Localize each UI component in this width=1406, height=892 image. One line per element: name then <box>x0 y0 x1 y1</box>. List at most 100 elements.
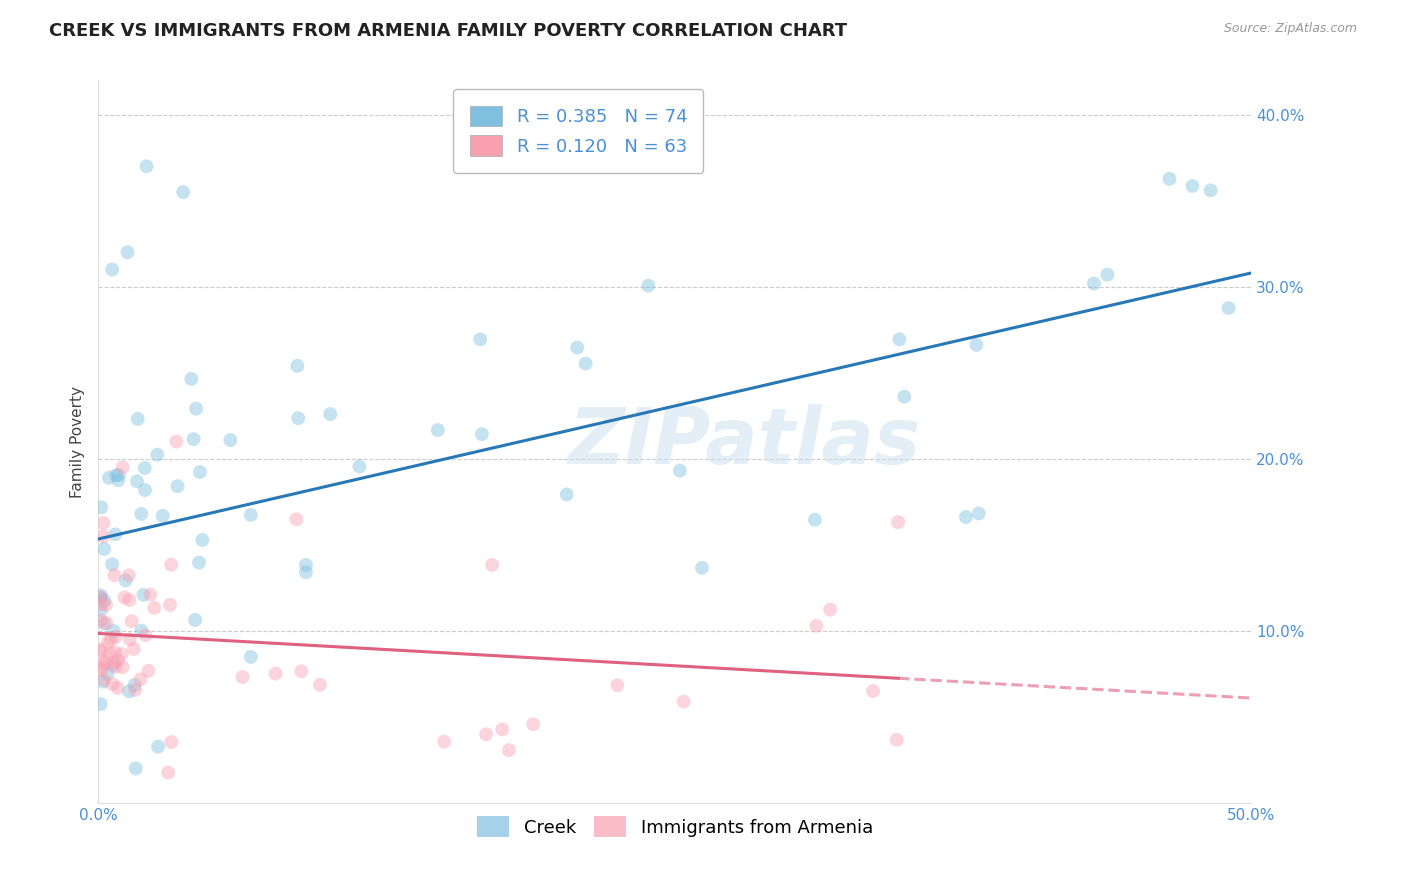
Point <box>104 527 127 541</box>
Point <box>965 338 987 352</box>
Point <box>152 508 174 523</box>
Point <box>131 507 153 521</box>
Point <box>886 732 908 747</box>
Point <box>1181 178 1204 193</box>
Point <box>129 624 152 638</box>
Point <box>118 568 141 582</box>
Point <box>90 588 112 602</box>
Point <box>112 591 135 605</box>
Point <box>94 598 117 612</box>
Point <box>90 591 112 605</box>
Point <box>889 332 911 346</box>
Point <box>134 461 156 475</box>
Point <box>295 566 318 580</box>
Point <box>96 666 118 681</box>
Point <box>567 341 589 355</box>
Point <box>1083 277 1105 291</box>
Point <box>160 735 183 749</box>
Point <box>100 632 122 647</box>
Point <box>103 624 125 638</box>
Point <box>114 574 136 588</box>
Point <box>295 558 318 572</box>
Point <box>104 645 127 659</box>
Point <box>1159 172 1181 186</box>
Point <box>575 357 598 371</box>
Point <box>264 666 287 681</box>
Point <box>188 465 211 479</box>
Point <box>804 513 827 527</box>
Point <box>1199 183 1222 197</box>
Point <box>165 434 187 449</box>
Point <box>104 630 127 644</box>
Point <box>184 613 207 627</box>
Point <box>90 642 112 657</box>
Point <box>349 459 371 474</box>
Point <box>91 529 114 543</box>
Point <box>887 515 910 529</box>
Point <box>637 278 659 293</box>
Point <box>146 448 169 462</box>
Point <box>232 670 254 684</box>
Point <box>172 185 194 199</box>
Point <box>90 697 112 711</box>
Point <box>101 262 124 277</box>
Point <box>121 614 143 628</box>
Point <box>893 390 915 404</box>
Point <box>498 743 520 757</box>
Point <box>98 647 121 661</box>
Point <box>90 614 112 628</box>
Point <box>134 483 156 497</box>
Point <box>1097 268 1119 282</box>
Point <box>285 359 308 373</box>
Point <box>93 593 115 607</box>
Point <box>806 619 828 633</box>
Point <box>90 603 112 617</box>
Point <box>285 512 308 526</box>
Point <box>103 656 125 670</box>
Point <box>98 471 121 485</box>
Point <box>90 591 112 606</box>
Point <box>93 616 115 631</box>
Point <box>132 588 155 602</box>
Point <box>180 372 202 386</box>
Point <box>184 401 207 416</box>
Point <box>101 558 124 572</box>
Text: CREEK VS IMMIGRANTS FROM ARMENIA FAMILY POVERTY CORRELATION CHART: CREEK VS IMMIGRANTS FROM ARMENIA FAMILY … <box>49 22 848 40</box>
Point <box>107 681 129 695</box>
Point <box>143 600 166 615</box>
Point <box>319 407 342 421</box>
Point <box>91 674 114 689</box>
Point <box>522 717 544 731</box>
Point <box>105 468 128 483</box>
Point <box>239 649 262 664</box>
Point <box>138 664 160 678</box>
Point <box>672 695 695 709</box>
Point <box>129 673 152 687</box>
Point <box>191 533 214 547</box>
Point <box>160 558 183 572</box>
Point <box>90 597 112 611</box>
Point <box>818 602 841 616</box>
Point <box>118 684 141 698</box>
Point <box>111 647 134 661</box>
Point <box>239 508 262 522</box>
Point <box>471 427 494 442</box>
Point <box>101 658 124 673</box>
Text: Source: ZipAtlas.com: Source: ZipAtlas.com <box>1223 22 1357 36</box>
Point <box>101 677 124 691</box>
Point <box>111 460 134 475</box>
Point <box>555 487 578 501</box>
Point <box>690 561 713 575</box>
Point <box>103 568 125 582</box>
Point <box>475 727 498 741</box>
Point <box>125 761 148 775</box>
Legend: Creek, Immigrants from Armenia: Creek, Immigrants from Armenia <box>470 809 880 845</box>
Point <box>157 765 180 780</box>
Point <box>111 660 134 674</box>
Point <box>90 644 112 658</box>
Point <box>955 510 977 524</box>
Point <box>117 245 139 260</box>
Point <box>426 423 449 437</box>
Point <box>107 467 129 482</box>
Point <box>96 615 118 630</box>
